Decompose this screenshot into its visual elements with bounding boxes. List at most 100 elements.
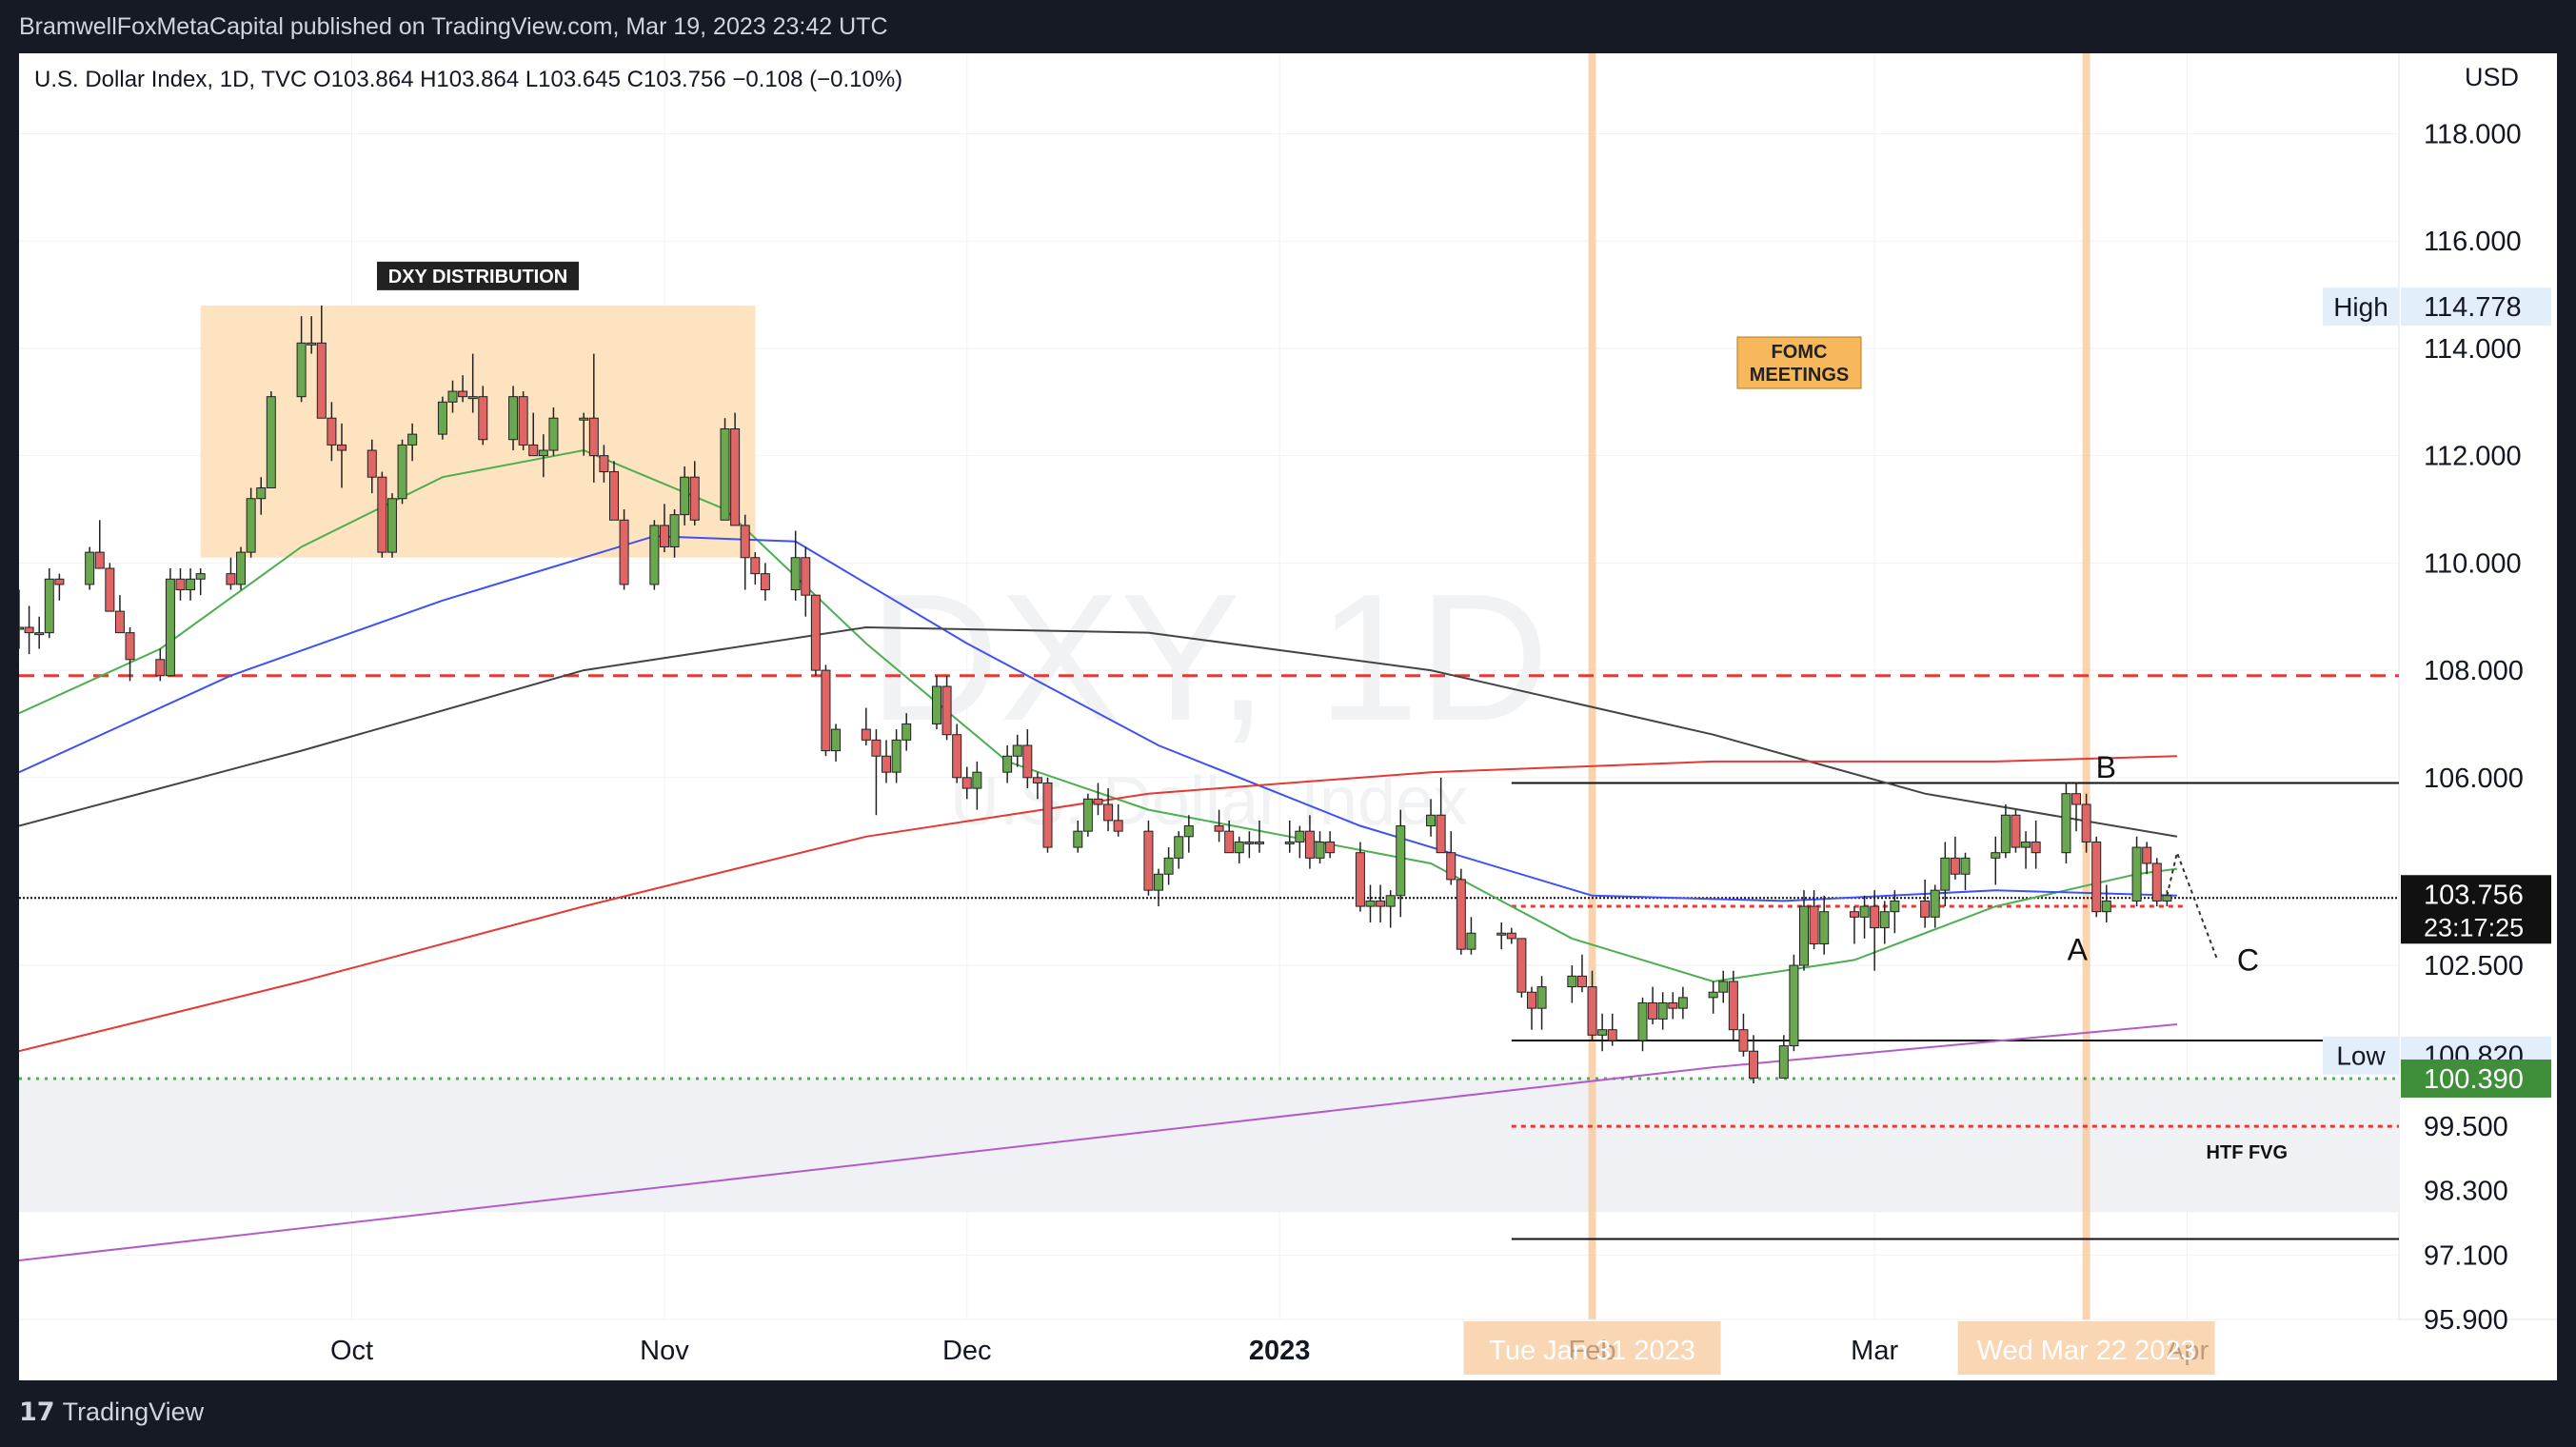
candle-body bbox=[689, 476, 700, 521]
x-tick-label: Nov bbox=[640, 1336, 689, 1366]
candle-body bbox=[508, 396, 519, 441]
candle-body bbox=[1466, 932, 1476, 950]
candle-body bbox=[871, 739, 882, 757]
candle-body bbox=[790, 557, 801, 591]
price-tag-label-bg bbox=[2323, 1036, 2399, 1075]
candle-body bbox=[478, 396, 488, 441]
y-tick-label: 98.300 bbox=[2424, 1177, 2508, 1207]
candle-body bbox=[599, 455, 609, 473]
candle-body bbox=[1436, 814, 1446, 854]
candle-body bbox=[1426, 814, 1437, 827]
candle-body bbox=[1304, 830, 1315, 859]
candle-body bbox=[1749, 1050, 1759, 1079]
y-tick-label: 108.000 bbox=[2424, 656, 2524, 686]
candle-body bbox=[85, 551, 95, 585]
candle-body bbox=[437, 401, 447, 435]
candle-body bbox=[579, 417, 589, 421]
candle-body bbox=[19, 626, 24, 630]
candle-body bbox=[740, 525, 750, 559]
price-tag-label: High bbox=[2333, 292, 2388, 322]
candle-body bbox=[649, 525, 660, 585]
candle-body bbox=[1174, 836, 1184, 859]
candle-body bbox=[1738, 1029, 1749, 1052]
candle-body bbox=[1224, 830, 1235, 854]
candle-body bbox=[1648, 1002, 1658, 1020]
candle-body bbox=[821, 669, 831, 752]
candle-body bbox=[1093, 798, 1103, 805]
candle-body bbox=[2081, 803, 2091, 842]
candle-body bbox=[44, 578, 54, 634]
candle-body bbox=[1496, 932, 1507, 936]
candle-body bbox=[891, 739, 902, 773]
candle-body bbox=[609, 471, 619, 521]
y-tick-label: 118.000 bbox=[2424, 120, 2522, 150]
candle-body bbox=[2131, 846, 2142, 902]
candle-body bbox=[1597, 1029, 1608, 1036]
candle-body bbox=[680, 476, 690, 516]
fomc-date-tag: Wed Mar 22 2023 bbox=[1977, 1336, 2196, 1366]
candle-body bbox=[931, 685, 941, 724]
x-tick-label: Mar bbox=[1851, 1336, 1898, 1366]
candle-body bbox=[1254, 841, 1264, 844]
candle-body bbox=[1214, 825, 1224, 832]
candle-body bbox=[266, 396, 276, 488]
htf-fvg-label: HTF FVG bbox=[2207, 1142, 2289, 1163]
candle-body bbox=[1002, 755, 1013, 773]
candle-body bbox=[2000, 814, 2011, 854]
fomc-date-tag-bg bbox=[1957, 1321, 2215, 1375]
candle-body bbox=[902, 723, 912, 741]
candle-body bbox=[1365, 900, 1376, 907]
candle-body bbox=[2151, 862, 2162, 902]
price-tag-value: 114.778 bbox=[2424, 292, 2522, 323]
candle-body bbox=[316, 342, 327, 419]
fomc-date-tag-bg bbox=[1463, 1321, 1721, 1375]
y-tick-label: 102.500 bbox=[2424, 951, 2524, 981]
candle-body bbox=[1940, 857, 1951, 891]
candle-body bbox=[801, 557, 811, 596]
candle-body bbox=[327, 417, 337, 446]
candle-body bbox=[882, 755, 892, 773]
fomc-band bbox=[2082, 53, 2091, 1319]
candle-body bbox=[1930, 889, 1940, 918]
candle-body bbox=[1587, 986, 1597, 1036]
candle-body bbox=[588, 417, 599, 457]
y-tick-label: 116.000 bbox=[2424, 227, 2522, 257]
support-price-tag: 100.390 bbox=[2424, 1064, 2524, 1095]
candle-body bbox=[54, 578, 65, 585]
x-tick-label: Oct bbox=[330, 1336, 373, 1366]
last-price-tag-bg bbox=[2401, 875, 2551, 944]
wave-label-B: B bbox=[2096, 750, 2116, 784]
candle-body bbox=[105, 567, 115, 612]
price-tag-value-bg bbox=[2401, 287, 2551, 327]
candle-body bbox=[1536, 986, 1547, 1009]
candle-body bbox=[256, 486, 267, 500]
candle-body bbox=[1082, 798, 1093, 832]
y-tick-label: 112.000 bbox=[2424, 442, 2522, 472]
candle-body bbox=[1920, 900, 1931, 918]
distribution-label: DXY DISTRIBUTION bbox=[388, 267, 568, 287]
candle-body bbox=[1183, 825, 1194, 838]
candle-body bbox=[407, 433, 418, 446]
tradingview-logo[interactable]: 17 TradingView bbox=[19, 1397, 204, 1427]
candle-body bbox=[1607, 1029, 1617, 1041]
candle-body bbox=[1819, 911, 1830, 945]
candle-body bbox=[538, 449, 548, 457]
candle-body bbox=[2021, 841, 2031, 848]
fomc-label-line2: MEETINGS bbox=[1750, 365, 1849, 386]
candle-body bbox=[1446, 852, 1456, 881]
candle-body bbox=[94, 551, 105, 569]
top-bar: BramwellFoxMetaCapital published on Trad… bbox=[0, 0, 2576, 53]
chart-panel[interactable]: DXY, 1D U.S. Dollar Index DXY DISTRIBUTION… bbox=[19, 53, 2557, 1380]
candle-body bbox=[730, 427, 741, 526]
candle-body bbox=[165, 578, 175, 677]
candle-body bbox=[669, 514, 680, 547]
candle-body bbox=[24, 626, 34, 634]
candle-body bbox=[1113, 820, 1123, 832]
moving-average-ma100 bbox=[19, 625, 2178, 838]
candle-body bbox=[1859, 905, 1870, 918]
distribution-label-bg bbox=[376, 261, 579, 290]
price-tag-label: Low bbox=[2336, 1041, 2386, 1071]
candle-body bbox=[236, 551, 247, 585]
candle-body bbox=[336, 444, 347, 451]
